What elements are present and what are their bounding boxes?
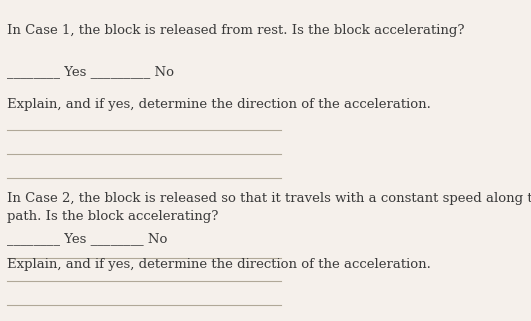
Text: ________ Yes ________ No: ________ Yes ________ No <box>7 232 167 245</box>
Text: Explain, and if yes, determine the direction of the acceleration.: Explain, and if yes, determine the direc… <box>7 99 431 111</box>
Text: In Case 1, the block is released from rest. Is the block accelerating?: In Case 1, the block is released from re… <box>7 24 465 37</box>
Text: Explain, and if yes, determine the direction of the acceleration.: Explain, and if yes, determine the direc… <box>7 257 431 271</box>
Text: In Case 2, the block is released so that it travels with a constant speed along : In Case 2, the block is released so that… <box>7 192 531 223</box>
Text: ________ Yes _________ No: ________ Yes _________ No <box>7 65 174 78</box>
